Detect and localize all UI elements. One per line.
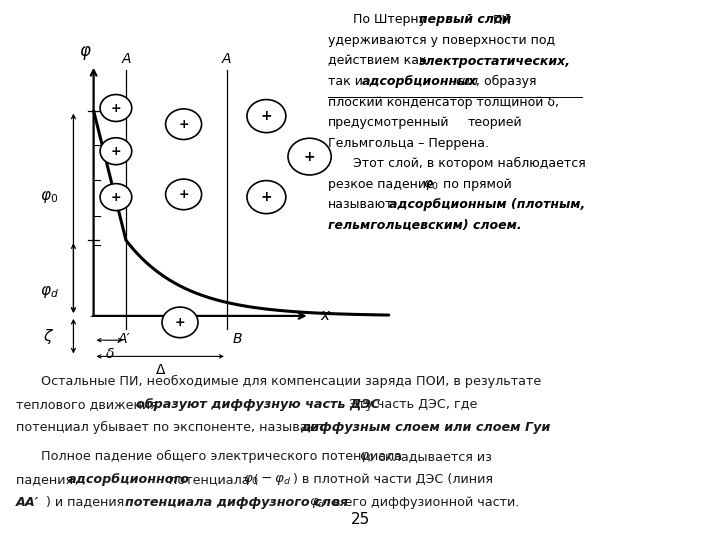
Text: 25: 25 [351, 511, 369, 526]
Text: $\varphi_d$: $\varphi_d$ [309, 496, 325, 510]
Text: складывается из: складывается из [378, 450, 492, 463]
Text: падения: падения [16, 473, 77, 486]
Ellipse shape [100, 94, 132, 122]
Text: A: A [121, 52, 131, 66]
Text: предусмотренный: предусмотренный [328, 116, 449, 129]
Ellipse shape [288, 138, 331, 175]
Ellipse shape [166, 109, 202, 139]
Text: +: + [111, 191, 121, 204]
Text: . Эту часть ДЭС, где: . Эту часть ДЭС, где [341, 398, 477, 411]
Text: +: + [261, 109, 272, 123]
Text: A: A [222, 52, 232, 66]
Text: +: + [111, 145, 121, 158]
Ellipse shape [162, 307, 198, 338]
Text: $-$: $-$ [91, 210, 102, 222]
Ellipse shape [247, 99, 286, 133]
Text: адсорбционным (плотным,: адсорбционным (плотным, [389, 198, 585, 211]
Text: потенциал убывает по экспоненте, называют: потенциал убывает по экспоненте, называю… [16, 421, 330, 434]
Ellipse shape [166, 179, 202, 210]
Text: Остальные ПИ, необходимые для компенсации заряда ПОИ, в результате: Остальные ПИ, необходимые для компенсаци… [41, 375, 541, 388]
Text: ) в плотной части ДЭС (линия: ) в плотной части ДЭС (линия [293, 473, 493, 486]
Text: $-$: $-$ [91, 105, 102, 118]
Text: теплового движения: теплового движения [16, 398, 161, 411]
Text: +: + [179, 118, 189, 131]
Text: называют: называют [328, 198, 393, 211]
Text: $\varphi_0$: $\varphi_0$ [423, 178, 439, 192]
Text: $\Delta$: $\Delta$ [155, 363, 166, 377]
Text: потенциала (: потенциала ( [169, 473, 258, 486]
Text: $\varphi_d$: $\varphi_d$ [40, 284, 58, 300]
Text: первый слой: первый слой [419, 14, 511, 26]
Text: .: . [508, 421, 512, 434]
Text: $\varphi_0$: $\varphi_0$ [359, 450, 376, 464]
Text: ) и падения: ) и падения [46, 496, 128, 509]
Ellipse shape [100, 138, 132, 165]
Text: сил: сил [456, 75, 479, 88]
Text: удерживаются у поверхности под: удерживаются у поверхности под [328, 34, 554, 47]
Text: Полное падение общего электрического потенциала: Полное падение общего электрического пот… [41, 450, 406, 463]
Ellipse shape [247, 180, 286, 214]
Text: гельмгольцевским) слоем.: гельмгольцевским) слоем. [328, 219, 521, 232]
Text: $\zeta$: $\zeta$ [43, 327, 55, 346]
Text: $\varphi_0$: $\varphi_0$ [40, 189, 58, 205]
Text: $\varphi$: $\varphi$ [78, 44, 91, 62]
Text: +: + [304, 150, 315, 164]
Text: $\varphi_0 - \varphi_d$: $\varphi_0 - \varphi_d$ [243, 473, 292, 487]
Text: теорией: теорией [468, 116, 523, 129]
Text: +: + [111, 102, 121, 114]
Text: в его диффузионной части.: в его диффузионной части. [333, 496, 519, 509]
Text: действием как: действием как [328, 55, 426, 68]
Text: адсорбционного: адсорбционного [68, 473, 189, 486]
Ellipse shape [100, 184, 132, 211]
Text: образуют диффузную часть ДЭС: образуют диффузную часть ДЭС [136, 398, 380, 411]
Text: +: + [179, 188, 189, 201]
Text: B: B [233, 332, 242, 346]
Text: $x$: $x$ [320, 308, 332, 323]
Text: ПИ: ПИ [493, 14, 512, 26]
Text: +: + [175, 316, 185, 329]
Text: $\delta$: $\delta$ [105, 347, 114, 361]
Text: электростатических,: электростатических, [418, 55, 570, 68]
Text: $-$: $-$ [91, 174, 102, 187]
Text: $-$: $-$ [91, 139, 102, 152]
Text: плоский конденсатор толщиной δ,: плоский конденсатор толщиной δ, [328, 96, 559, 109]
Text: по прямой: по прямой [443, 178, 511, 191]
Text: резкое падение: резкое падение [328, 178, 433, 191]
Text: По Штерну: По Штерну [353, 14, 426, 26]
Text: АА′: АА′ [16, 496, 39, 509]
Text: A′: A′ [117, 332, 130, 346]
Text: $-$: $-$ [91, 239, 102, 252]
Text: +: + [261, 190, 272, 204]
Text: потенциала диффузного слоя: потенциала диффузного слоя [125, 496, 348, 509]
Text: адсорбционных: адсорбционных [362, 75, 477, 88]
Text: Этот слой, в котором наблюдается: Этот слой, в котором наблюдается [353, 157, 585, 170]
Text: диффузным слоем или слоем Гуи: диффузным слоем или слоем Гуи [300, 421, 551, 434]
Text: Гельмгольца – Перрена.: Гельмгольца – Перрена. [328, 137, 489, 150]
Text: так и: так и [328, 75, 362, 88]
Text: , образуя: , образуя [476, 75, 536, 88]
